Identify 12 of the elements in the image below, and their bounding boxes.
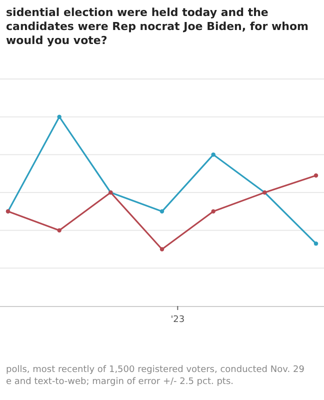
point [160,209,164,214]
point [57,228,62,232]
point [160,247,164,252]
text: e and text-to-web; margin of error +/- 2.5 pct. pts. [6,377,234,387]
text: polls, most recently of 1,500 registered voters, conducted Nov. 29 [6,365,305,375]
chart-title: sidential election were held today and the candidates were Rep nocrat Joe Biden, for whom would you vote? [6,6,309,47]
point [57,114,62,119]
point [314,173,318,178]
point [211,209,216,214]
text: '23 [170,315,185,325]
point [314,241,318,246]
point [211,152,216,157]
